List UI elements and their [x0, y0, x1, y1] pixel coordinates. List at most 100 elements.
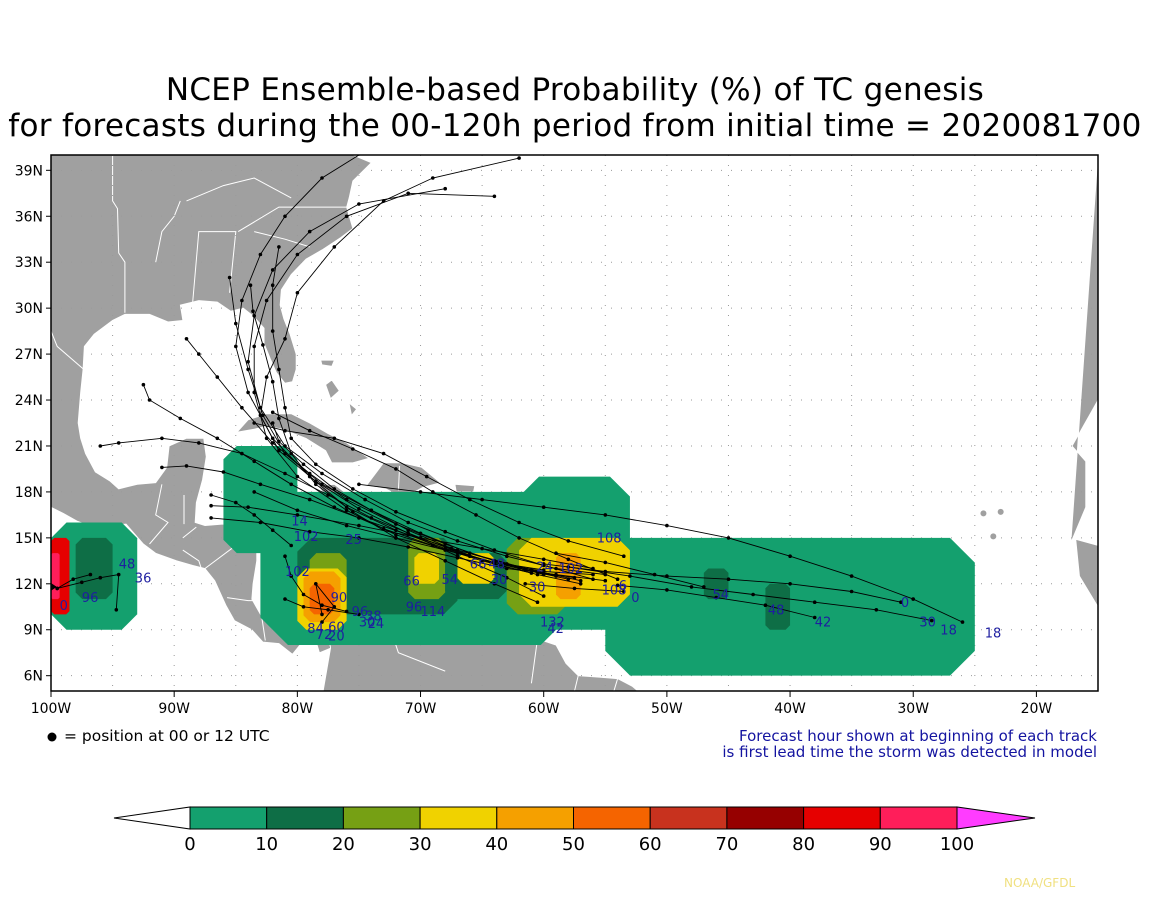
track-17-point-6	[332, 436, 337, 441]
track-14-point-6	[289, 451, 294, 456]
track-17-point-2	[517, 520, 521, 525]
border-3	[155, 200, 181, 263]
track-10-point-8	[197, 441, 201, 445]
track-23-point-1	[652, 572, 657, 577]
track-24-point-2	[523, 582, 527, 586]
track-21-point-1	[874, 608, 879, 612]
track-25-point-4	[283, 554, 287, 558]
track-23-point-2	[603, 560, 608, 565]
colorbar-label-0: 0	[184, 834, 195, 855]
track-14-point-9	[261, 343, 265, 347]
lat-label-30N: 30N	[15, 301, 43, 317]
track-20-point-10	[357, 482, 361, 487]
probability-fill	[51, 445, 975, 676]
colorbar-bin-70-80	[726, 806, 805, 830]
colorbar-bin-10-20	[266, 806, 344, 830]
track-label-8: 84	[307, 622, 324, 637]
colorbar-bin-0-10	[189, 806, 268, 830]
track-13-point-3	[406, 531, 411, 536]
track-9-point-6	[252, 459, 256, 464]
colorbar-label-100: 100	[940, 834, 974, 855]
track-label-39: 18	[985, 626, 1002, 641]
colorbar-label-50: 50	[562, 834, 585, 855]
track-label-4: 14	[291, 515, 308, 530]
track-label-33: 54	[713, 588, 730, 603]
track-9-point-8	[178, 416, 183, 421]
track-13-point-6	[277, 448, 281, 453]
land-mass-10	[1075, 155, 1098, 607]
track-12-point-14	[443, 186, 448, 191]
track-3-point-2	[295, 513, 300, 517]
track-17-point-0	[622, 554, 626, 558]
track-11	[161, 465, 557, 577]
track-18-point-6	[351, 447, 355, 451]
track-14-point-5	[314, 482, 318, 487]
track-21-point-2	[812, 600, 817, 604]
track-label-2: 96	[82, 591, 99, 606]
colorbar-bin-40-50	[496, 806, 574, 830]
track-13-point-4	[357, 507, 361, 511]
track-label-13: 38	[365, 610, 382, 625]
track-27-point-3	[320, 612, 324, 617]
track-13-point-1	[505, 575, 509, 580]
track-11-point-6	[258, 482, 263, 487]
track-16-point-11	[270, 283, 275, 288]
lon-label-80W: 80W	[282, 701, 314, 717]
plot-frame	[50, 154, 1099, 692]
border-10	[182, 526, 197, 539]
track-1-point-2	[88, 572, 93, 577]
track-label-18: 96	[406, 600, 423, 615]
track-19-point-1	[849, 589, 854, 594]
forecast-note-line1: Forecast hour shown at beginning of each…	[738, 727, 1097, 745]
island-0	[990, 533, 997, 540]
track-11-point-8	[184, 464, 189, 468]
track-12-point-4	[406, 520, 411, 525]
track-7-point-0	[578, 578, 583, 583]
track-18-point-8	[270, 410, 275, 415]
track-10-point-11	[98, 444, 103, 448]
track-13-point-13	[431, 176, 435, 180]
track-20-point-3	[788, 554, 792, 558]
track-26	[284, 598, 359, 615]
track-10-point-0	[572, 575, 577, 580]
track-14-point-4	[351, 510, 355, 514]
border-14	[261, 615, 266, 641]
track-26-point-3	[283, 597, 287, 601]
track-16-point-6	[314, 462, 318, 467]
track-label-14: 30	[359, 616, 376, 631]
island-2	[997, 508, 1004, 515]
track-6-point-4	[344, 508, 349, 513]
track-20-point-2	[849, 574, 854, 578]
colorbar-label-10: 10	[255, 834, 278, 855]
colorbar-label-90: 90	[869, 834, 892, 855]
track-7-point-8	[246, 367, 250, 372]
track-18-point-4	[431, 490, 435, 494]
track-22-point-0	[812, 615, 817, 620]
track-16-point-7	[289, 436, 294, 441]
track-14-point-10	[251, 309, 255, 314]
track-25-point-2	[301, 592, 306, 597]
track-label-36: 0	[901, 596, 909, 611]
track-14	[250, 285, 538, 603]
track-27	[315, 583, 335, 623]
track-15-point-4	[406, 528, 411, 532]
lat-label-12N: 12N	[15, 577, 43, 593]
lat-label-6N: 6N	[24, 669, 43, 685]
track-23-point-0	[702, 585, 706, 589]
track-18-point-7	[307, 428, 312, 433]
prob-region-3	[51, 553, 60, 600]
track-20-point-5	[665, 523, 669, 528]
track-13-point-11	[332, 245, 337, 249]
track-14-point-11	[248, 283, 253, 288]
track-label-32: 0	[631, 591, 639, 606]
coast-7	[325, 379, 340, 400]
track-14-point-8	[270, 379, 275, 384]
track-15-point-7	[301, 462, 306, 467]
track-13-point-5	[314, 479, 318, 484]
track-12-point-6	[320, 471, 324, 476]
track-6-point-13	[492, 194, 497, 199]
track-15-point-6	[332, 487, 337, 491]
track-label-1: 36	[135, 571, 152, 586]
colorbar-label-40: 40	[485, 834, 508, 855]
track-label-6: 102	[285, 565, 310, 580]
